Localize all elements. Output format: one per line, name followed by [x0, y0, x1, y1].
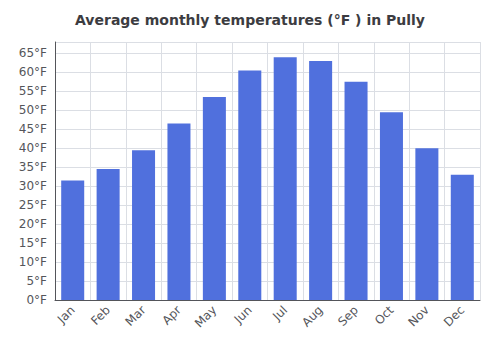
svg-text:0°F: 0°F	[26, 293, 47, 307]
svg-text:35°F: 35°F	[19, 160, 47, 174]
svg-text:Sep: Sep	[335, 303, 361, 329]
svg-text:Apr: Apr	[159, 303, 184, 328]
svg-text:10°F: 10°F	[19, 255, 47, 269]
svg-text:55°F: 55°F	[19, 84, 47, 98]
svg-text:Nov: Nov	[405, 303, 431, 329]
svg-text:Jul: Jul	[269, 303, 290, 324]
svg-text:20°F: 20°F	[19, 217, 47, 231]
svg-text:65°F: 65°F	[19, 46, 47, 60]
svg-text:May: May	[192, 303, 219, 330]
svg-text:Dec: Dec	[441, 303, 467, 329]
svg-text:Mar: Mar	[123, 303, 149, 329]
svg-text:5°F: 5°F	[26, 274, 47, 288]
svg-text:Jun: Jun	[231, 303, 255, 327]
svg-text:25°F: 25°F	[19, 198, 47, 212]
svg-text:50°F: 50°F	[19, 103, 47, 117]
svg-text:45°F: 45°F	[19, 122, 47, 136]
svg-text:15°F: 15°F	[19, 236, 47, 250]
svg-text:Oct: Oct	[372, 303, 397, 328]
svg-text:40°F: 40°F	[19, 141, 47, 155]
svg-text:30°F: 30°F	[19, 179, 47, 193]
svg-text:Aug: Aug	[299, 303, 325, 329]
svg-text:Jan: Jan	[54, 303, 78, 327]
svg-text:60°F: 60°F	[19, 65, 47, 79]
svg-text:Average monthly temperatures (: Average monthly temperatures (°F ) in Pu…	[75, 12, 425, 28]
svg-text:Feb: Feb	[88, 303, 113, 328]
